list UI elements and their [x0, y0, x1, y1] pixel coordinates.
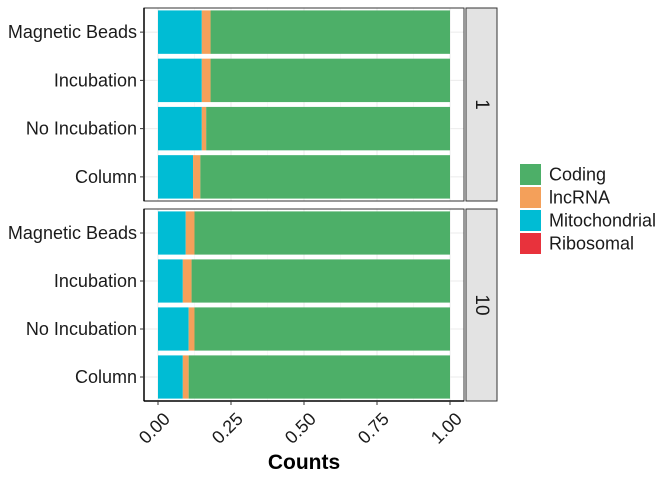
bar-segment-lncrna	[193, 155, 201, 199]
bar-segment-coding	[188, 355, 450, 399]
legend-label: lncRNA	[549, 188, 610, 208]
bar-segment-mitochondrial	[158, 259, 183, 303]
y-tick-labels: Magnetic Beads Incubation No Incubation Col…	[8, 22, 144, 387]
bar-segment-lncrna	[182, 259, 192, 303]
facet-strip	[465, 208, 498, 402]
bar-segment-lncrna	[185, 211, 195, 255]
bar-segment-coding	[194, 307, 450, 351]
y-tick-label: No Incubation	[26, 119, 137, 139]
bar-segment-mitochondrial	[158, 58, 202, 103]
y-tick-label: Column	[75, 367, 137, 387]
bar-segment-lncrna	[201, 58, 211, 103]
bar-segment-mitochondrial	[158, 155, 194, 199]
x-tick-label: 0.75	[354, 409, 393, 448]
x-tick-label: 1.00	[427, 409, 466, 448]
bar-segment-coding	[200, 155, 450, 199]
bar-segment-mitochondrial	[158, 355, 183, 399]
x-tick-label: 0.50	[281, 409, 320, 448]
bar-segment-mitochondrial	[158, 307, 189, 351]
y-tick-label: Incubation	[54, 271, 137, 291]
x-axis: 0.00 0.25 0.50 0.75 1.00	[135, 400, 466, 448]
bar-segment-lncrna	[201, 10, 211, 54]
x-tick-label: 0.00	[135, 409, 174, 448]
bar-segment-coding	[210, 58, 450, 103]
bar-segment-lncrna	[182, 355, 189, 399]
legend-label: Mitochondrial	[549, 211, 656, 231]
bar-segment-coding	[191, 259, 450, 303]
bars-layer	[158, 10, 450, 399]
facet-strips: 1 10	[465, 7, 498, 402]
bar-segment-lncrna	[188, 307, 195, 351]
facet-strip	[465, 7, 498, 202]
y-tick-label: Column	[75, 167, 137, 187]
bar-segment-mitochondrial	[158, 211, 186, 255]
facet-strip-label: 1	[471, 99, 492, 110]
legend-key-ribosomal	[520, 233, 541, 254]
legend: Coding lncRNA Mitochondrial Ribosomal	[520, 164, 656, 254]
bar-segment-lncrna	[201, 106, 207, 151]
legend-key-lncrna	[520, 187, 541, 208]
y-tick-label: Magnetic Beads	[8, 22, 137, 42]
x-axis-title: Counts	[268, 451, 340, 474]
legend-key-coding	[520, 164, 541, 185]
y-tick-label: No Incubation	[26, 319, 137, 339]
bar-segment-mitochondrial	[158, 106, 202, 151]
x-tick-label: 0.25	[208, 409, 247, 448]
bar-segment-mitochondrial	[158, 10, 202, 54]
y-tick-label: Incubation	[54, 70, 137, 90]
legend-label: Ribosomal	[549, 234, 634, 254]
y-tick-label: Magnetic Beads	[8, 223, 137, 243]
legend-label: Coding	[549, 165, 606, 185]
bar-segment-coding	[194, 211, 450, 255]
legend-key-mitochondrial	[520, 210, 541, 231]
bar-segment-coding	[206, 106, 450, 151]
facet-strip-label: 10	[471, 294, 492, 315]
bar-segment-coding	[210, 10, 450, 54]
